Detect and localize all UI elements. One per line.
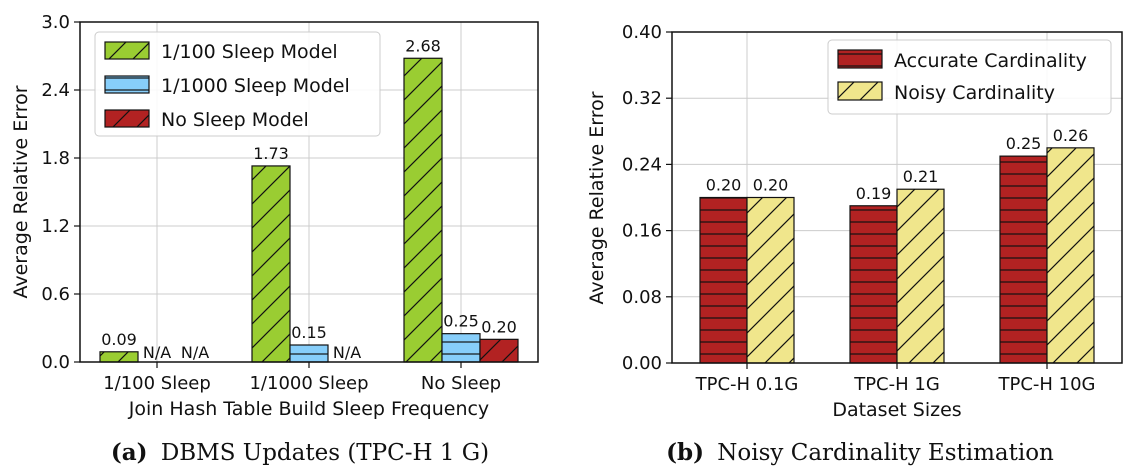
- chart-a-data-label: 1.73: [253, 144, 289, 163]
- chart-a-legend-label: 1/1000 Sleep Model: [161, 75, 350, 97]
- chart-b-data-label: 0.21: [903, 167, 939, 186]
- chart-b-bar-hatch: [699, 196, 748, 364]
- chart-a-bar-hatch: [479, 338, 519, 363]
- chart-b-data-label: 0.26: [1053, 126, 1089, 145]
- chart-a-caption-text: DBMS Updates (TPC-H 1 G): [161, 440, 489, 466]
- chart-b-legend-label: Noisy Cardinality: [894, 82, 1055, 104]
- chart-b-caption: (b) Noisy Cardinality Estimation: [666, 439, 1054, 466]
- chart-a-y-tick-label: 0.6: [41, 284, 70, 305]
- chart-b-bars: 0.20 0.20 0.19 0.21 0.25 0.26: [699, 126, 1095, 364]
- chart-a-bars: 0.09 N/A N/A 1.73 0.15 N/A 2.68 0.25 0.20: [99, 36, 519, 363]
- chart-b-y-axis-label: Average Relative Error: [586, 91, 608, 304]
- chart-b-legend-frame: [827, 39, 1112, 115]
- chart-a-legend: 1/100 Sleep Model 1/1000 Sleep Model No Sl…: [94, 31, 381, 137]
- chart-b-x-tick-label: TPC-H 0.1G: [695, 374, 799, 395]
- chart-a-legend-frame: [94, 31, 381, 137]
- chart-b-bar-hatch: [1046, 147, 1095, 364]
- chart-b-data-label: 0.20: [706, 176, 742, 195]
- chart-a-x-tick-label: No Sleep: [421, 373, 501, 394]
- chart-b-legend: Accurate Cardinality Noisy Cardinality: [827, 39, 1112, 115]
- chart-b-data-label: 0.19: [856, 184, 892, 203]
- chart-b-legend-swatch-hatch: [837, 81, 883, 101]
- chart-b-y-tick-label: 0.08: [622, 287, 662, 308]
- chart-b-bar-hatch: [999, 155, 1048, 364]
- chart-b-data-label: 0.20: [753, 176, 789, 195]
- chart-b-y-tick-label: 0.32: [622, 88, 662, 109]
- chart-b-y-tick-label: 0.00: [622, 353, 662, 374]
- chart-a-x-axis-label: Join Hash Table Build Sleep Frequency: [128, 398, 489, 420]
- chart-b-x-tick-label: TPC-H 1G: [853, 374, 940, 395]
- chart-b: 0.20 0.20 0.19 0.21 0.25 0.26 0.00 0.08 0.16 0.2…: [586, 22, 1123, 466]
- chart-b-caption-label: (b): [666, 439, 704, 466]
- chart-a-y-tick-label: 0.0: [41, 352, 70, 373]
- chart-a-bar-hatch: [289, 344, 329, 363]
- chart-a-y-axis-label: Average Relative Error: [10, 85, 32, 298]
- chart-b-bar-hatch: [896, 188, 945, 364]
- chart-a-data-label: 0.20: [481, 317, 517, 336]
- chart-b-bar-hatch: [849, 205, 898, 364]
- chart-a-data-label: N/A: [333, 343, 361, 362]
- chart-a-x-tick-label: 1/100 Sleep: [103, 373, 211, 394]
- chart-b-caption-text: Noisy Cardinality Estimation: [717, 440, 1054, 466]
- chart-a-data-label: 0.09: [101, 330, 137, 349]
- chart-a-bar-hatch: [403, 57, 443, 363]
- chart-a: 0.09 N/A N/A 1.73 0.15 N/A 2.68 0.25 0.20 0.0 0.6…: [10, 12, 539, 466]
- chart-b-x-axis-label: Dataset Sizes: [832, 399, 961, 421]
- chart-a-legend-swatch-hatch: [104, 109, 150, 128]
- chart-a-y-tick-label: 1.8: [41, 148, 70, 169]
- chart-a-data-label: 0.15: [291, 323, 327, 342]
- chart-b-y-tick-label: 0.40: [622, 22, 662, 43]
- chart-a-data-label: N/A: [181, 343, 209, 362]
- chart-a-data-label: 0.25: [443, 312, 479, 331]
- chart-b-y-tick-label: 0.16: [622, 221, 662, 242]
- chart-a-caption: (a) DBMS Updates (TPC-H 1 G): [111, 439, 489, 466]
- chart-b-data-label: 0.25: [1006, 134, 1042, 153]
- chart-a-data-label: 2.68: [405, 36, 441, 55]
- chart-b-y-tick-label: 0.24: [622, 154, 662, 175]
- chart-b-x-ticks: TPC-H 0.1G TPC-H 1G TPC-H 10G: [695, 363, 1096, 395]
- chart-a-x-ticks: 1/100 Sleep 1/1000 Sleep No Sleep: [103, 362, 501, 394]
- chart-b-y-ticks: 0.00 0.08 0.16 0.24 0.32 0.40: [622, 22, 672, 374]
- chart-a-x-tick-label: 1/1000 Sleep: [249, 373, 368, 394]
- chart-a-data-label: N/A: [143, 343, 171, 362]
- chart-a-legend-label: 1/100 Sleep Model: [161, 41, 338, 63]
- chart-a-legend-swatch-hatch: [104, 75, 150, 94]
- chart-a-bar-hatch: [441, 333, 481, 363]
- chart-b-x-tick-label: TPC-H 10G: [997, 374, 1095, 395]
- chart-b-legend-swatch-hatch: [837, 49, 883, 69]
- chart-b-bar-hatch: [746, 196, 795, 364]
- chart-a-y-tick-label: 2.4: [41, 80, 70, 101]
- chart-a-legend-swatch-hatch: [104, 41, 150, 60]
- chart-a-bar-hatch: [251, 165, 291, 363]
- chart-a-caption-label: (a): [111, 439, 148, 466]
- chart-a-y-tick-label: 3.0: [41, 12, 70, 33]
- chart-b-legend-label: Accurate Cardinality: [894, 50, 1087, 72]
- chart-a-y-tick-label: 1.2: [41, 216, 70, 237]
- chart-a-legend-label: No Sleep Model: [161, 109, 309, 131]
- chart-a-bar-hatch: [99, 351, 139, 363]
- chart-a-y-ticks: 0.0 0.6 1.2 1.8 2.4 3.0: [41, 12, 80, 373]
